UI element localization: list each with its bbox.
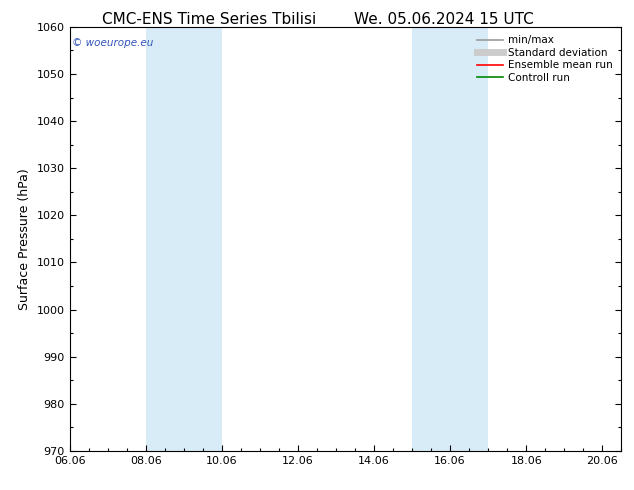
Y-axis label: Surface Pressure (hPa): Surface Pressure (hPa) xyxy=(18,168,31,310)
Bar xyxy=(412,27,488,451)
Text: © woeurope.eu: © woeurope.eu xyxy=(72,38,154,48)
Text: We. 05.06.2024 15 UTC: We. 05.06.2024 15 UTC xyxy=(354,12,534,27)
Bar xyxy=(146,27,222,451)
Text: CMC-ENS Time Series Tbilisi: CMC-ENS Time Series Tbilisi xyxy=(102,12,316,27)
Legend: min/max, Standard deviation, Ensemble mean run, Controll run: min/max, Standard deviation, Ensemble me… xyxy=(474,32,616,86)
